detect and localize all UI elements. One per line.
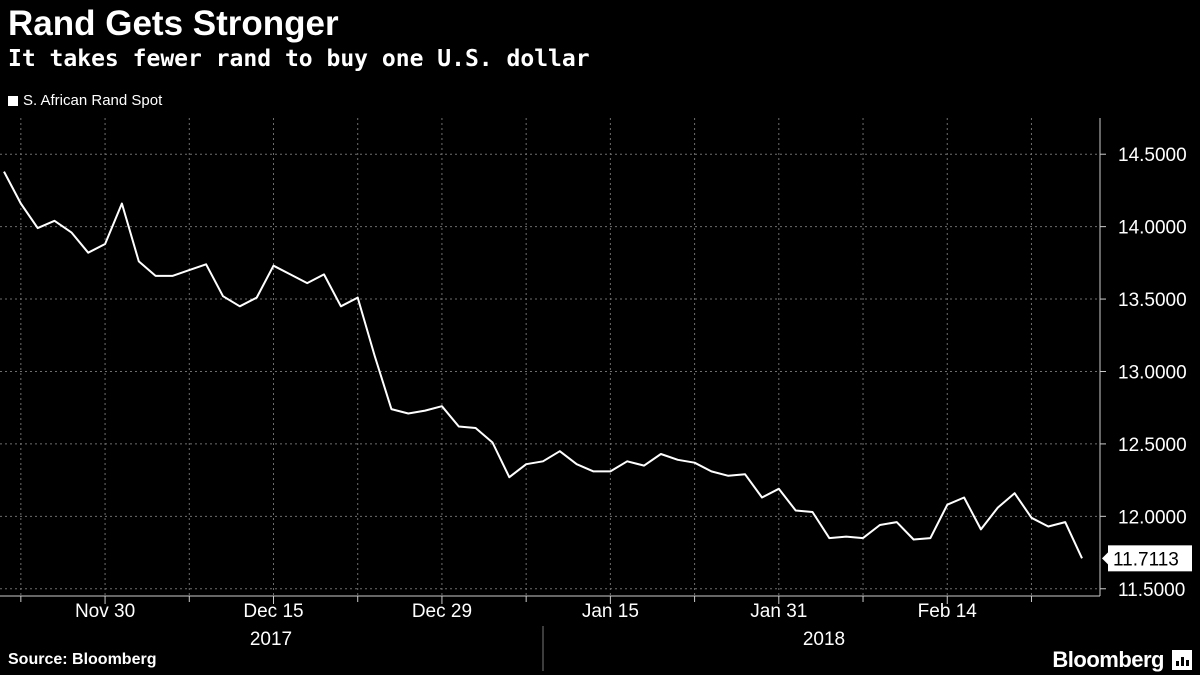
last-value-label: 11.7113 [1113, 549, 1179, 570]
y-tick-label: 14.5000 [1118, 145, 1187, 166]
bloomberg-logo: Bloomberg [1052, 647, 1164, 672]
y-tick-label: 14.0000 [1118, 218, 1187, 239]
x-tick-label: Jan 31 [750, 601, 807, 622]
year-label-2018: 2018 [803, 629, 845, 650]
series-line-rand-spot [3, 171, 1083, 559]
legend-swatch [8, 95, 18, 106]
y-tick-label: 11.5000 [1118, 580, 1185, 601]
legend-label: S. African Rand Spot [23, 92, 163, 109]
y-tick-label: 12.5000 [1118, 435, 1187, 456]
y-tick-label: 12.0000 [1118, 507, 1187, 528]
y-tick-label: 13.0000 [1118, 362, 1187, 383]
last-value-box [1108, 545, 1192, 572]
chart-title: Rand Gets Stronger [8, 4, 339, 43]
x-tick-label: Jan 15 [582, 601, 639, 622]
y-tick-label: 13.5000 [1118, 290, 1187, 311]
legend: S. African Rand Spot [8, 92, 162, 109]
bloomberg-chart-icon [1172, 650, 1192, 670]
source-note: Source: Bloomberg [8, 651, 157, 668]
last-value-pointer [1102, 552, 1108, 565]
x-tick-label: Feb 14 [918, 601, 978, 622]
x-tick-label: Dec 29 [412, 601, 472, 622]
chart-subtitle: It takes fewer rand to buy one U.S. doll… [8, 46, 590, 72]
x-tick-label: Nov 30 [75, 601, 135, 622]
year-label-2017: 2017 [250, 629, 292, 650]
x-tick-label: Dec 15 [243, 601, 303, 622]
